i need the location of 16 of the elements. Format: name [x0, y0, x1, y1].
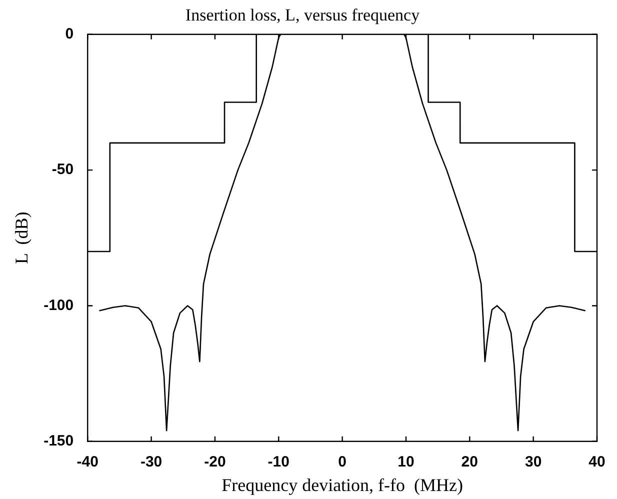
y-tick-label: -50: [52, 161, 74, 178]
x-tick-label: 30: [524, 454, 542, 471]
x-tick-label: -10: [268, 454, 290, 471]
y-tick-label: -100: [44, 296, 74, 314]
x-axis-title: Frequency deviation, f-fo (MHz): [222, 474, 464, 495]
x-tick-label: -30: [140, 454, 162, 471]
y-tick-label: -150: [44, 432, 74, 450]
x-tick-label: 40: [588, 454, 606, 471]
x-tick-label: -40: [76, 454, 98, 471]
chart-title: Insertion loss, L, versus frequency: [185, 6, 420, 25]
y-axis-title: L (dB): [12, 212, 32, 264]
x-tick-label: 20: [461, 454, 478, 471]
x-tick-label: -20: [204, 454, 226, 471]
x-tick-label: 10: [398, 454, 414, 471]
y-tick-label: 0: [65, 26, 74, 43]
x-tick-label: 0: [338, 454, 346, 471]
